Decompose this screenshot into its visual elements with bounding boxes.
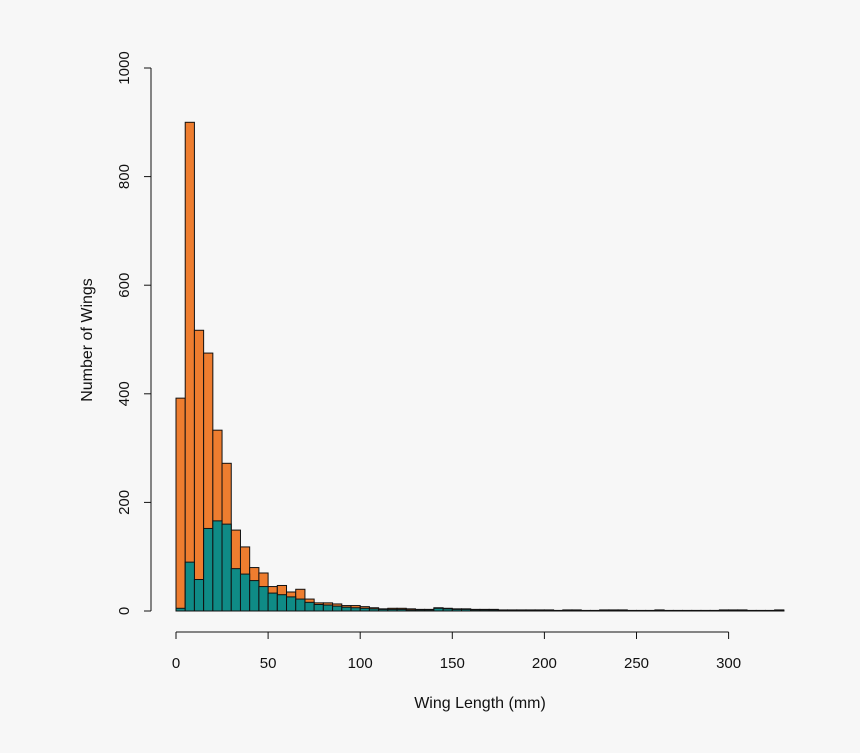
series-2-bar — [488, 609, 499, 612]
series-2-bar — [479, 609, 490, 612]
series-2-bar — [764, 609, 776, 612]
series-2-bar — [267, 592, 278, 612]
series-2-bar — [286, 596, 297, 612]
x-tick-label: 0 — [172, 655, 180, 672]
x-tick-label: 150 — [440, 655, 465, 672]
y-tick-label: 600 — [116, 273, 133, 298]
series-2-bar — [691, 609, 702, 612]
series-2-bar — [663, 609, 674, 612]
x-tick-label: 300 — [716, 655, 741, 672]
series-2-bar — [709, 609, 720, 612]
series-2-bar — [175, 607, 186, 612]
series-2-bar — [636, 609, 647, 612]
y-tick-label: 400 — [116, 381, 133, 406]
series-2-bar — [599, 609, 610, 612]
x-axis-label: Wing Length (mm) — [414, 695, 546, 712]
series-2-bar — [562, 609, 573, 612]
series-2-bar — [774, 609, 785, 612]
series-2-bar — [396, 608, 407, 612]
y-tick-label: 800 — [116, 164, 133, 189]
y-axis-label: Number of Wings — [79, 278, 96, 402]
series-2-bar — [580, 609, 591, 612]
series-2-bar — [589, 609, 601, 612]
series-2-bar — [221, 523, 232, 612]
series-2-bar — [295, 598, 306, 612]
series-2-bar — [617, 609, 628, 612]
x-tick-label: 200 — [532, 655, 557, 672]
series-2-bar — [461, 608, 472, 612]
series-2-bar — [350, 607, 361, 612]
series-2-bar — [304, 601, 315, 612]
series-2-bar — [276, 594, 288, 612]
series-2-bar — [682, 609, 693, 612]
series-2-bar — [424, 609, 435, 612]
y-tick-label: 1000 — [116, 51, 133, 84]
series-2-bar — [184, 561, 195, 612]
series-2-bar — [718, 609, 730, 612]
series-2-bar — [341, 606, 352, 612]
series-1-bar — [175, 397, 186, 612]
series-2-bar — [414, 609, 426, 612]
series-2-bar — [497, 609, 509, 612]
series-2-bar — [608, 609, 619, 612]
series-2-bar — [442, 608, 453, 612]
series-1-bar — [193, 329, 205, 612]
series-1-bars — [175, 121, 785, 612]
series-2-bar — [534, 609, 545, 612]
x-tick-label: 50 — [260, 655, 277, 672]
y-axis: 0 200 400 600 800 1000 — [116, 51, 152, 615]
series-2-bar — [230, 568, 241, 612]
series-2-bar — [737, 609, 748, 612]
y-tick-label: 0 — [116, 607, 133, 615]
series-2-bar — [525, 609, 536, 612]
series-2-bar — [645, 609, 656, 612]
x-axis: 0 50 100 150 200 250 300 — [172, 631, 741, 672]
series-2-bar — [451, 608, 463, 612]
series-2-bar — [313, 603, 324, 612]
series-2-bar — [700, 609, 711, 612]
series-2-bar — [249, 580, 260, 612]
series-2-bar — [212, 520, 223, 612]
series-2-bar — [516, 609, 527, 612]
series-2-bar — [728, 609, 739, 612]
series-2-bar — [203, 527, 214, 612]
y-tick-label: 200 — [116, 490, 133, 515]
series-2-bar — [332, 605, 343, 612]
series-2-bar — [322, 604, 334, 612]
series-2-bar — [626, 609, 637, 612]
series-2-bar — [193, 579, 205, 612]
series-2-bar — [654, 609, 665, 612]
series-2-bar — [543, 609, 555, 612]
series-2-bar — [405, 609, 416, 612]
series-2-bars — [175, 520, 785, 612]
series-2-bar — [239, 573, 251, 612]
series-1-bar — [184, 121, 195, 612]
series-2-bar — [507, 609, 518, 612]
series-2-bar — [672, 609, 684, 612]
series-2-bar — [553, 609, 564, 612]
series-2-bar — [470, 609, 481, 612]
series-2-bar — [755, 609, 766, 612]
series-2-bar — [387, 608, 398, 612]
series-2-bar — [258, 586, 269, 612]
series-2-bar — [378, 608, 389, 612]
series-2-bar — [433, 607, 444, 612]
series-2-bar — [571, 609, 582, 612]
series-2-bar — [359, 607, 370, 612]
x-tick-label: 100 — [348, 655, 373, 672]
series-2-bar — [368, 608, 380, 612]
x-tick-label: 250 — [624, 655, 649, 672]
series-2-bar — [746, 609, 757, 612]
